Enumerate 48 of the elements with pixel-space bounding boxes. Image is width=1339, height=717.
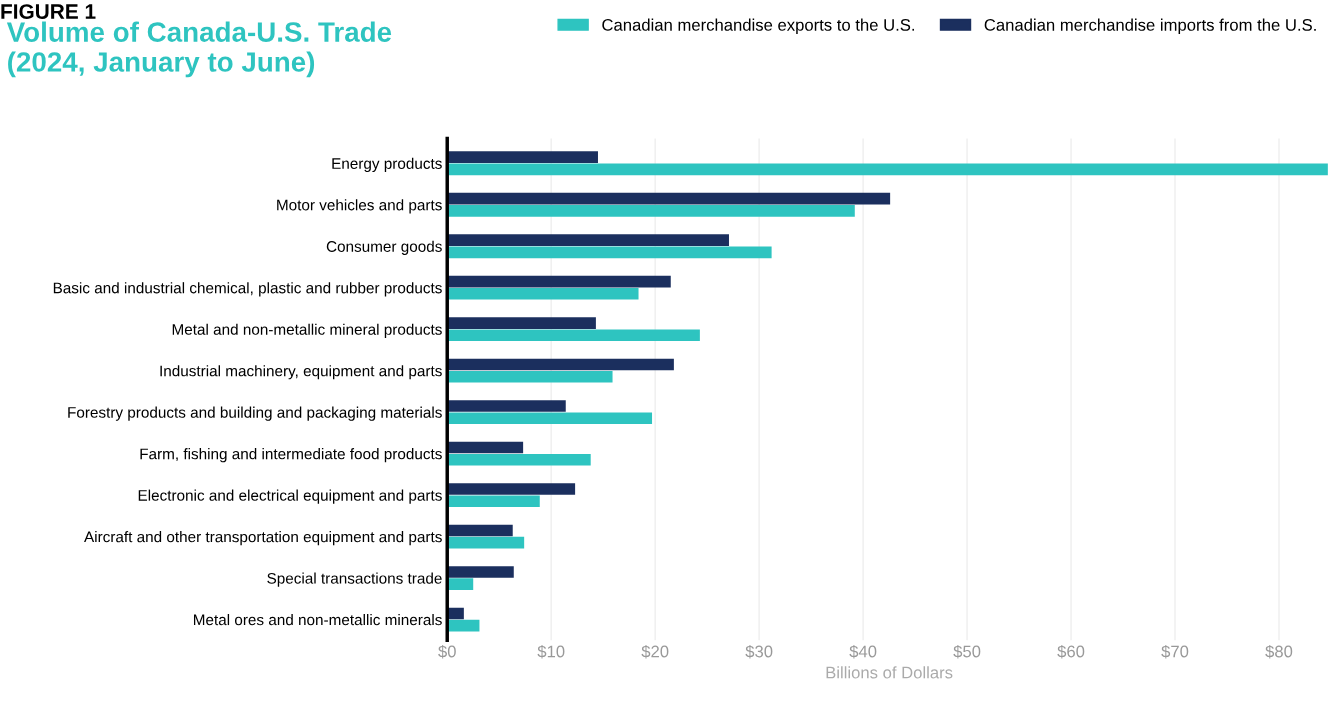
x-axis-title: Billions of Dollars [826,666,953,679]
x-tick-label: $50 [953,644,981,659]
bar [447,453,591,466]
y-tick-label: Special transactions trade [267,572,442,587]
x-tick-label: $30 [745,644,773,659]
y-tick-label: Motor vehicles and parts [277,199,442,214]
x-tick-label: $10 [537,644,565,659]
bar [447,163,1328,176]
y-tick-label: Basic and industrial chemical, plastic and rubber products [53,282,442,297]
y-tick-label: Forestry products and building and packaging materials [68,406,442,421]
bar [447,234,729,246]
bar [447,483,576,495]
bar [447,566,514,578]
bar [447,317,596,329]
bar [447,536,525,549]
x-tick-label: $60 [1057,644,1085,659]
text: Volume of Canada-U.S. Trade (2024, January to June) [6,21,392,78]
bar [447,495,540,508]
bar [447,288,639,300]
x-tick-label: $70 [1161,644,1189,659]
legend-label: Canadian merchandise exports to the U.S. [602,18,915,35]
caption: FIGURE 1 [1,4,96,19]
bar [447,205,855,217]
y-tick-label: Energy products [332,157,442,172]
legend-label: Canadian merchandise imports from the U.S. [984,18,1316,35]
y-tick-label: Aircraft and other transportation equipment and parts [84,531,442,546]
bar [447,151,598,163]
bar [447,441,524,454]
bar [447,246,772,259]
y-tick-label: Metal and non-metallic mineral products [172,323,442,338]
x-tick-label: $20 [641,644,669,659]
bar [447,192,891,205]
y-tick-label: Metal ores and non-metallic minerals [193,614,442,626]
x-tick-label: $40 [849,644,877,659]
y-tick-label: Consumer goods [326,240,442,255]
bar [447,578,474,590]
bar [447,400,566,412]
bar [447,524,513,537]
x-tick-label: $80 [1265,644,1293,659]
bar [447,412,653,425]
y-tick-label: Farm, fishing and intermediate food products [140,448,442,463]
bar [447,358,674,371]
bar [447,370,613,383]
y-tick-label: Electronic and electrical equipment and parts [138,489,442,504]
bar [447,275,671,288]
x-tick-label: $0 [438,644,456,659]
bar [447,329,700,342]
y-tick-label: Industrial machinery, equipment and parts [160,365,442,380]
